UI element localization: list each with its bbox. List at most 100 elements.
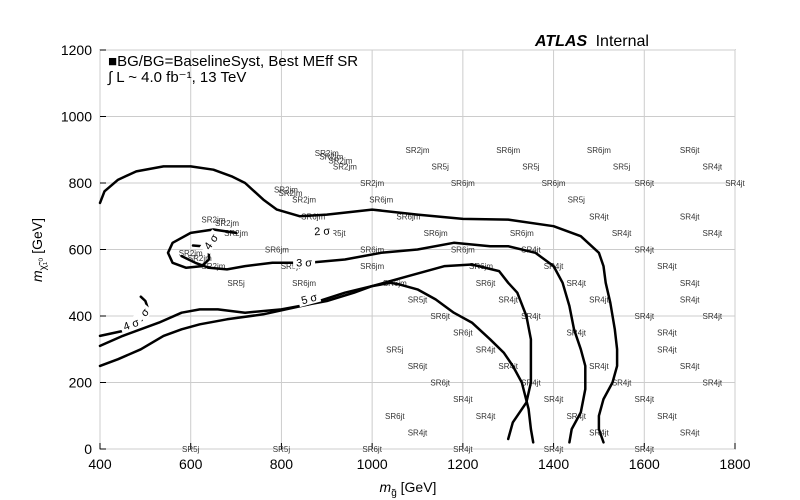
sr-label: SR2jm [405,146,429,155]
sr-label: SR2jm [215,219,239,228]
y-tick-label: 1000 [61,109,92,125]
sr-label: SR6jm [369,196,393,205]
x-tick-label: 1000 [357,456,388,472]
contour-label-bg [296,289,322,308]
sr-label: SR4jt [589,362,609,371]
sr-label: SR2jm [278,189,302,198]
contour-line [180,241,587,444]
x-tick-label: 600 [179,456,203,472]
sr-label: SR4jt [657,345,677,354]
legend-line-2: ∫ L ~ 4.0 fb⁻¹, 13 TeV [107,69,246,86]
sr-label: SR6jm [424,229,448,238]
contour-label-bg [199,229,223,255]
sr-label: SR5j [568,196,586,205]
sr-label: SR4jt [680,428,700,437]
sr-label: SR6jt [408,362,428,371]
sr-label: SR6jm [510,229,534,238]
sr-label: SR2jm [188,254,212,263]
sr-label: SR6jm [292,279,316,288]
sr-label: SR4jt [544,445,564,454]
sr-label: SR6jm [451,179,475,188]
sr-label: SR4jt [635,445,655,454]
sr-label: SR2jm [328,156,352,165]
contour-label-bg [293,256,316,269]
sr-label: SR6jm [265,246,289,255]
y-tick-label: 400 [69,308,93,324]
contour-label-bg [310,224,334,238]
sr-label: SR6jm [496,146,520,155]
y-tick-label: 200 [69,375,93,391]
atlas-header: ATLAS Internal [534,33,649,50]
contour-label: 2 σ [314,225,331,238]
x-tick-label: 400 [88,456,112,472]
x-tick-label: 1800 [719,456,750,472]
y-tick-label: 600 [69,242,93,258]
sr-label: SR4jt [589,295,609,304]
sr-label: SR4jt [680,362,700,371]
sr-label: SR4jt [680,295,700,304]
sr-label: SR5j [182,445,200,454]
contour-label: 5 σ [300,291,319,307]
sr-label: SR6jm [301,212,325,221]
sr-label: SR2jm [319,152,343,161]
sr-label: SR6jm [396,212,420,221]
sr-label: SR4jt [544,395,564,404]
sr-label: SR4jt [703,312,723,321]
sr-label: SR5jt [326,229,346,238]
x-tick-label: 1600 [629,456,660,472]
y-tick-label: 800 [69,175,93,191]
sr-label: SR4jt [566,279,586,288]
x-tick-label: 1200 [447,456,478,472]
sr-label: SR4jt [498,362,518,371]
sr-label: SR6jt [385,412,405,421]
sr-label: SR5j [522,162,540,171]
sr-label: SR5j [227,279,245,288]
sr-label: SR4jt [657,262,677,271]
sr-label: SR4jt [657,329,677,338]
significance-contours: 2 σ2 σ3 σ4 σ4 σ5 σ [98,165,619,444]
sr-label: SR5j [273,445,291,454]
sr-label: SR4jt [635,246,655,255]
sr-label: SR6jm [542,179,566,188]
sr-label: SR4jt [476,412,496,421]
sr-label: SR5j [386,345,404,354]
legend-line-1: ■BG/BG=BaselineSyst, Best MEff SR [108,53,358,70]
sr-label: SR6jt [476,279,496,288]
legend-marker: ■ [108,53,117,70]
sr-label: SR2jm [333,162,357,171]
y-tick-label: 0 [84,441,92,457]
contour-line [98,165,619,444]
sr-label: SR6jt [635,179,655,188]
sr-label: SR4jt [498,295,518,304]
sr-label: SR2jm [292,196,316,205]
x-tick-label: 1400 [538,456,569,472]
sr-label: SR4jt [612,379,632,388]
sr-label: SR5jt [281,262,301,271]
sr-label: SR5j [432,162,450,171]
sr-label: SR4jt [521,246,541,255]
contour-line [98,263,533,441]
sr-label: SR6jt [680,146,700,155]
sr-label: SR5j [613,162,631,171]
sr-label: SR2jm [201,216,225,225]
sr-label: SR4jt [453,395,473,404]
x-axis-label: mg̃ [GeV] [380,479,437,499]
sr-label: SR4jt [589,212,609,221]
sr-label: SR4jt [453,445,473,454]
sr-label: SR6jm [587,146,611,155]
sr-label: SR4jt [566,412,586,421]
sr-label: SR2jm [315,149,339,158]
sr-label: SR4jt [703,162,723,171]
y-axis-ticks: 0 200 400 600 800 1000 1200 [61,42,106,457]
sr-label: SR4jt [635,312,655,321]
sr-label: SR6jt [453,329,473,338]
sr-label: SR4jt [635,395,655,404]
sr-label: SR4jt [725,179,745,188]
legend-title: BG/BG=BaselineSyst, Best MEff SR [117,53,358,70]
sr-label: SR4jt [566,329,586,338]
sr-label: SR2jm [274,186,298,195]
y-axis-label: mχ̃₁⁰ [GeV] [29,218,49,282]
x-tick-label: 800 [270,456,294,472]
atlas-label: ATLAS [534,33,587,50]
